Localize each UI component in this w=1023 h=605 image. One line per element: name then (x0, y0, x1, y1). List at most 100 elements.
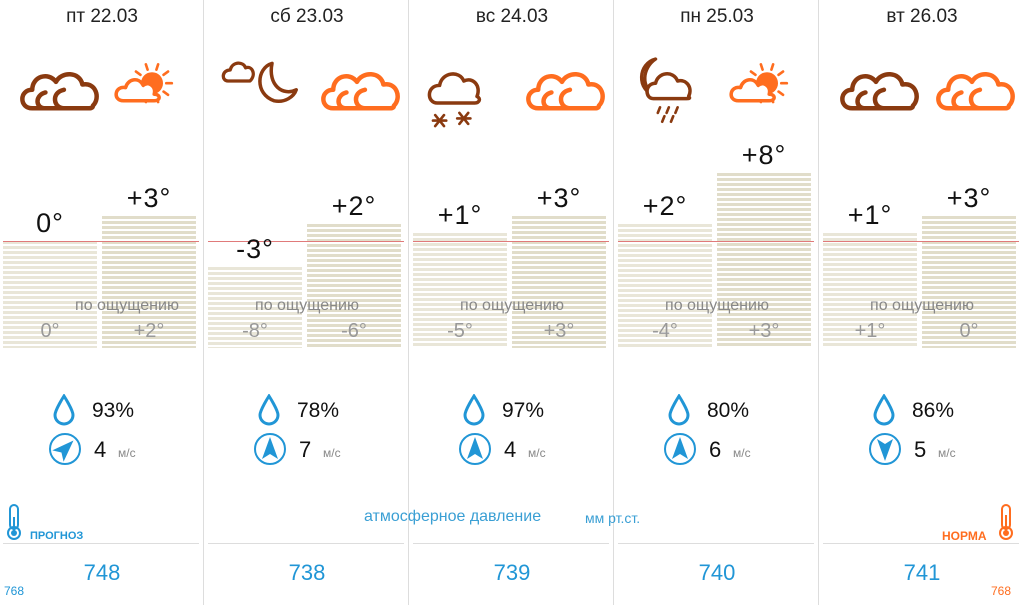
night-temp: +2° (642, 191, 688, 221)
night-temp: 0° (36, 208, 64, 238)
norm-line (208, 241, 404, 242)
night-feels-like: 0° (40, 320, 60, 342)
day-temp: +3° (126, 182, 172, 213)
pressure-divider (823, 543, 1019, 544)
pressure-value: 741 (903, 560, 941, 585)
cloud-snow-icon (422, 52, 510, 132)
night-temp-bar (3, 241, 97, 348)
day-temp-bar (512, 215, 606, 348)
pressure-value: 739 (493, 560, 531, 585)
humidity-drop-icon (667, 393, 691, 431)
pressure-value: 748 (83, 560, 121, 585)
day-date: пт 22.03 (66, 6, 138, 27)
night-feels-like: -8° (242, 320, 268, 342)
feels-like-label: по ощущению (75, 297, 179, 314)
wind-arrow-north-icon (663, 432, 697, 471)
pressure-value: 738 (288, 560, 326, 585)
cloudy-icon (832, 52, 920, 132)
norm-label: НОРМА (942, 529, 987, 543)
day-column: сб 23.03 -3° +2° по ощущению -8° -6° 78%… (205, 0, 409, 605)
wind-unit: м/с (118, 446, 136, 460)
norm-line (823, 241, 1019, 242)
wind-unit: м/с (323, 446, 341, 460)
day-date: вс 24.03 (475, 6, 549, 27)
day-feels-like: 0° (959, 320, 979, 342)
humidity-value: 80% (707, 399, 750, 422)
humidity-drop-icon (462, 393, 486, 431)
pressure-scale-left: 768 (4, 584, 25, 598)
day-temp-bar (102, 215, 196, 348)
day-feels-like: +3° (748, 320, 780, 342)
day-date: вт 26.03 (886, 6, 958, 27)
day-temp: +2° (331, 191, 377, 221)
humidity-value: 93% (92, 399, 135, 422)
day-date: пн 25.03 (680, 6, 754, 27)
day-temp-bar (717, 173, 811, 348)
wind-speed: 7 (299, 437, 312, 462)
pressure-value: 740 (698, 560, 736, 585)
night-feels-like: +1° (854, 320, 886, 342)
column-separator (203, 0, 204, 605)
sun-cloud-icon (723, 52, 811, 132)
wind-unit: м/с (938, 446, 956, 460)
night-temp-bar (208, 266, 302, 348)
wind-arrow-south-icon (868, 432, 902, 471)
thermometer-blue-icon (7, 504, 21, 540)
forecast-label: ПРОГНОЗ (30, 530, 84, 542)
day-feels-like: +3° (543, 320, 575, 342)
day-temp: +3° (536, 182, 582, 213)
night-temp: +1° (847, 199, 893, 230)
humidity-value: 97% (502, 399, 545, 422)
cloudy-icon (12, 52, 100, 132)
norm-line (3, 241, 199, 242)
pressure-divider (3, 543, 199, 544)
wind-unit: м/с (528, 446, 546, 460)
humidity-drop-icon (52, 393, 76, 431)
moon-cloud-icon (217, 52, 305, 132)
column-separator (408, 0, 409, 605)
cloudy-icon (313, 52, 401, 132)
wind-arrow-north-icon (458, 432, 492, 471)
wind-unit: м/с (733, 446, 751, 460)
pressure-unit: мм рт.ст. (585, 510, 641, 526)
humidity-drop-icon (257, 393, 281, 431)
day-feels-like: +2° (133, 320, 165, 342)
cloudy-icon (928, 52, 1016, 132)
wind-speed: 4 (504, 437, 517, 462)
moon-cloud-rain-icon (627, 52, 715, 132)
humidity-value: 78% (297, 399, 340, 422)
feels-like-label: по ощущению (255, 297, 359, 314)
day-temp: +3° (946, 182, 992, 213)
night-temp-bar (618, 224, 712, 348)
humidity-value: 86% (912, 399, 955, 422)
pressure-divider (208, 543, 404, 544)
night-feels-like: -4° (652, 320, 678, 342)
night-temp: +1° (437, 199, 483, 230)
feels-like-label: по ощущению (460, 297, 564, 314)
pressure-divider (413, 543, 609, 544)
wind-speed: 6 (709, 437, 722, 462)
day-date: сб 23.03 (270, 6, 344, 27)
humidity-drop-icon (872, 393, 896, 431)
day-column: вс 24.03 +1° +3° по ощущению -5° +3° 97%… (410, 0, 614, 605)
norm-line (413, 241, 609, 242)
day-column: пт 22.03 0° +3° по ощущению 0° +2° 93% 4… (0, 0, 204, 605)
wind-speed: 4 (94, 437, 107, 462)
feels-like-label: по ощущению (870, 297, 974, 314)
wind-arrow-northeast-icon (48, 432, 82, 471)
wind-arrow-north-icon (253, 432, 287, 471)
column-separator (818, 0, 819, 605)
day-column: вт 26.03 +1° +3° по ощущению +1° 0° 86% … (820, 0, 1023, 605)
pressure-scale-right: 768 (991, 584, 1012, 598)
pressure-title: атмосферное давление (364, 508, 542, 525)
night-temp: -3° (236, 233, 274, 264)
day-feels-like: -6° (341, 320, 367, 342)
sun-cloud-icon (108, 52, 196, 132)
day-temp-bar (922, 215, 1016, 348)
day-column: пн 25.03 +2° +8° по ощущению -4° +3° 80%… (615, 0, 819, 605)
day-temp: +8° (741, 140, 787, 170)
night-temp-bar (823, 232, 917, 348)
thermometer-orange-icon (999, 504, 1013, 540)
night-feels-like: -5° (447, 320, 473, 342)
night-temp-bar (413, 232, 507, 348)
